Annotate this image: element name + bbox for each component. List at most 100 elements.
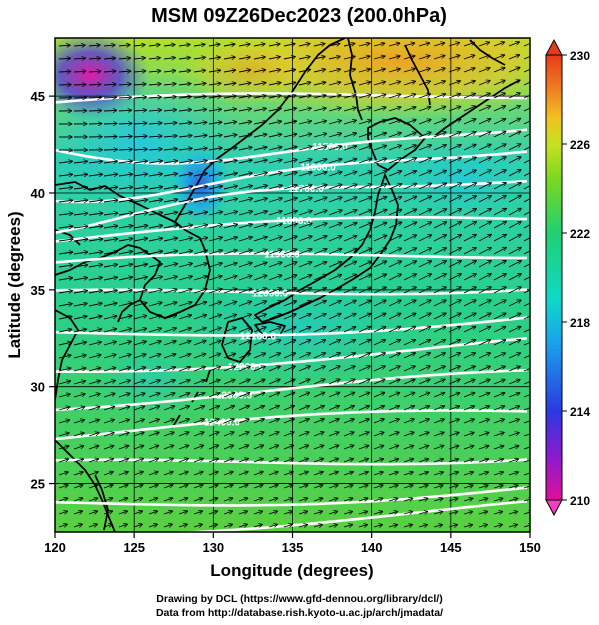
wind-arrow [358,379,370,385]
wind-arrow [283,379,295,385]
wind-arrow [223,186,237,190]
wind-arrow [478,366,490,372]
wind-arrow [193,432,204,437]
wind-arrow [88,174,103,176]
wind-arrow [238,419,249,424]
wind-arrow [148,328,162,333]
wind-arrow [208,485,218,489]
wind-arrow [328,432,339,437]
wind-arrow [178,71,191,73]
wind-arrow [103,71,116,72]
wind-arrow [118,419,130,424]
wind-arrow [223,327,236,333]
wind-arrow [208,96,221,98]
wind-arrow [163,149,177,150]
wind-arrow [178,263,192,268]
wind-arrow [238,458,249,463]
wind-arrow [373,158,387,164]
wind-arrow [508,366,520,372]
wind-arrow [253,108,266,112]
wind-arrow [268,249,282,255]
wind-arrow [373,485,383,488]
wind-arrow [493,144,506,151]
wind-arrow [253,406,265,411]
wind-arrow [298,147,312,151]
wind-arrow [298,172,312,177]
wind-arrow [238,211,253,216]
wind-arrow [478,287,491,294]
wind-arrow [163,341,176,346]
wind-arrow [163,498,173,502]
wind-arrow [313,159,327,164]
wind-arrow [313,44,325,46]
wind-arrow [283,95,296,99]
wind-arrow [148,445,159,450]
wind-arrow [148,110,162,111]
wind-arrow [313,314,326,320]
wind-arrow [508,208,521,216]
wind-arrow [148,393,160,398]
wind-arrow [373,248,387,255]
wind-arrow [313,134,327,138]
wind-arrow [88,58,101,59]
longitude-axis: 120 125 130 135 140 145 150 [44,532,541,555]
wind-arrow [223,289,237,294]
wind-arrow [403,43,415,47]
wind-arrow [73,187,88,189]
wind-arrow [478,485,488,488]
wind-arrow [178,110,192,112]
wind-arrow [343,392,355,398]
wind-arrow [418,406,430,411]
wind-arrow [463,144,476,151]
wind-arrow [433,274,446,281]
wind-arrow [103,303,117,307]
wind-arrow [403,222,417,229]
wind-arrow [328,146,342,151]
wind-arrow [358,472,368,476]
wind-arrow [133,380,145,385]
wind-arrow [508,234,521,242]
wind-arrow [388,485,398,488]
wind-arrow [508,327,521,333]
wind-arrow [328,121,341,125]
wind-arrow [478,93,490,99]
wind-arrow [118,393,130,398]
wind-arrow [238,70,251,72]
wind-arrow [388,107,401,112]
wind-arrow [343,197,357,203]
wind-arrow [313,95,326,99]
wind-arrow [223,160,237,164]
wind-arrow [373,210,387,216]
wind-arrow [238,173,252,177]
wind-arrow [478,209,491,216]
wind-arrow [388,379,400,385]
wind-arrow [118,123,132,124]
wind-arrow [478,183,491,190]
wind-arrow [88,420,100,424]
wind-arrow [163,110,177,111]
wind-arrow [328,262,342,268]
wind-arrow [268,237,282,242]
wind-arrow [403,209,417,216]
wind-arrow [133,290,147,294]
wind-arrow [238,83,251,85]
wind-arrow [163,123,177,124]
wind-arrow [463,183,476,190]
wind-arrow [388,82,401,86]
wind-arrow [88,71,101,72]
wind-arrow [313,353,326,359]
contour-line [55,150,528,204]
wind-arrow [73,329,87,333]
wind-arrow [358,235,372,242]
contour-label: 12100.0 [240,331,277,342]
wind-arrow [118,446,129,450]
wind-arrow [403,94,416,99]
wind-arrow [223,366,235,372]
wind-arrow [358,197,372,203]
wind-arrow [373,146,387,151]
wind-arrow [493,222,506,229]
wind-arrow [268,432,279,437]
wind-arrow [133,498,143,502]
wind-arrow [268,83,281,86]
wind-arrow [253,445,264,450]
